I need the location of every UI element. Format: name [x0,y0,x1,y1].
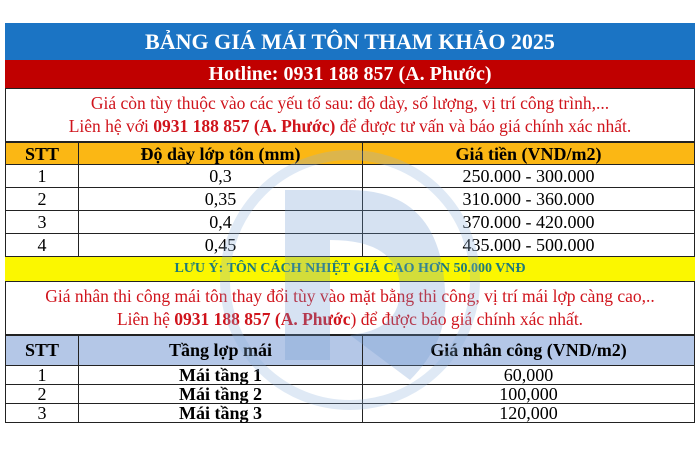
phone-number: 0931 188 857 (A. Phước) [153,116,336,136]
table-row: 1 0,3 250.000 - 300.000 [5,164,695,188]
cell: 4 [5,233,79,257]
note-labor: Giá nhân thi công mái tôn thay đổi tùy v… [5,281,695,335]
header-labor-price: Giá nhân công (VND/m2) [362,335,695,366]
cell: 2 [5,384,79,404]
cell: 2 [5,187,79,211]
hotline-banner: Hotline: 0931 188 857 (A. Phước) [5,60,695,88]
cell: 0,3 [78,164,363,188]
cell: 0,45 [78,233,363,257]
cell: 60,000 [362,365,695,385]
cell: 1 [5,365,79,385]
warning-banner: LƯU Ý: TÔN CÁCH NHIỆT GIÁ CAO HƠN 50.000… [5,257,695,281]
cell: 370.000 - 420.000 [362,210,695,234]
table-row: 2 0,35 310.000 - 360.000 [5,187,695,211]
cell: 0,4 [78,210,363,234]
cell: 1 [5,164,79,188]
header-price: Giá tiền (VND/m2) [362,142,695,165]
table-row: 3 Mái tầng 3 120,000 [5,403,695,423]
cell: Mái tầng 2 [78,384,363,404]
cell: 0,35 [78,187,363,211]
cell: Mái tầng 1 [78,365,363,385]
header-stt: STT [5,142,79,165]
note-text: Liên hệ với [68,116,154,136]
cell: 100,000 [362,384,695,404]
table-row: 3 0,4 370.000 - 420.000 [5,210,695,234]
cell: 3 [5,210,79,234]
table-header: STT Tầng lợp mái Giá nhân công (VND/m2) [5,335,695,366]
price-sheet: BẢNG GIÁ MÁI TÔN THAM KHẢO 2025 Hotline:… [5,23,695,423]
cell: 3 [5,403,79,423]
page-title: BẢNG GIÁ MÁI TÔN THAM KHẢO 2025 [5,23,695,60]
note-line: Liên hệ với 0931 188 857 (A. Phước) để đ… [6,115,694,138]
table-row: 1 Mái tầng 1 60,000 [5,365,695,385]
phone-number: 0931 188 857 (A. Phước [174,309,351,329]
note-thickness: Giá còn tùy thuộc vào các yếu tố sau: độ… [5,88,695,142]
labor-price-table: STT Tầng lợp mái Giá nhân công (VND/m2) … [5,335,695,423]
table-row: 4 0,45 435.000 - 500.000 [5,233,695,257]
header-stt: STT [5,335,79,366]
note-line: Giá nhân thi công mái tôn thay đổi tùy v… [45,286,655,306]
header-thickness: Độ dày lớp tôn (mm) [78,142,363,165]
cell: 250.000 - 300.000 [362,164,695,188]
cell: 310.000 - 360.000 [362,187,695,211]
note-line: Giá còn tùy thuộc vào các yếu tố sau: độ… [90,93,610,113]
thickness-price-table: STT Độ dày lớp tôn (mm) Giá tiền (VND/m2… [5,142,695,257]
cell: Mái tầng 3 [78,403,363,423]
table-header: STT Độ dày lớp tôn (mm) Giá tiền (VND/m2… [5,142,695,165]
cell: 120,000 [362,403,695,423]
cell: 435.000 - 500.000 [362,233,695,257]
note-text: ) để được báo giá chính xác nhất. [350,309,584,329]
note-text: Liên hệ [116,309,175,329]
note-text: để được tư vấn và báo giá chính xác nhất… [335,116,632,136]
table-row: 2 Mái tầng 2 100,000 [5,384,695,404]
header-floor: Tầng lợp mái [78,335,363,366]
note-line: Liên hệ 0931 188 857 (A. Phước) để được … [6,308,694,331]
